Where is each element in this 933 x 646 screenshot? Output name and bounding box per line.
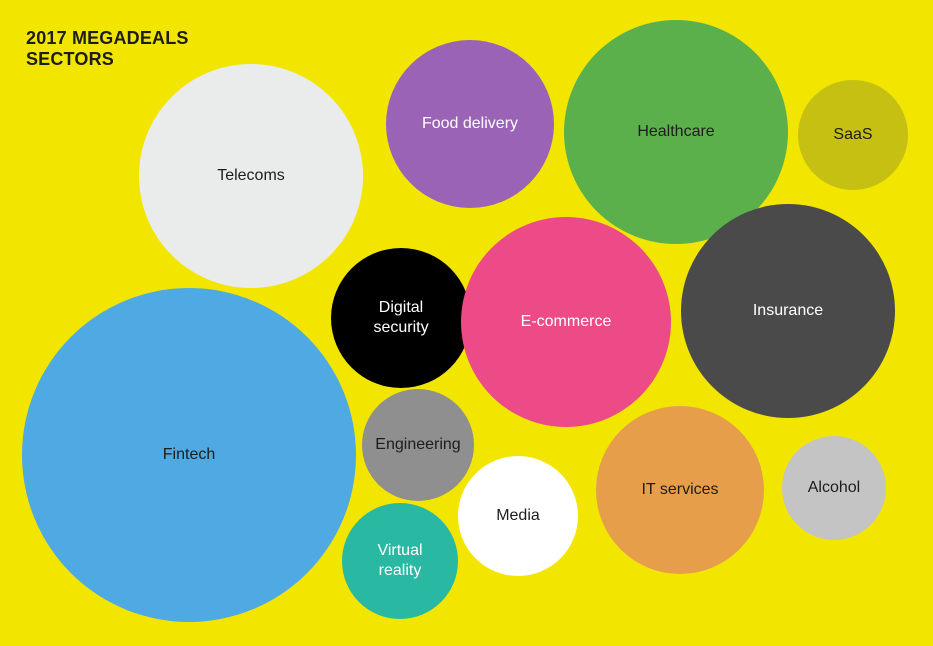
bubble-label-media: Media bbox=[490, 506, 546, 526]
bubble-alcohol: Alcohol bbox=[782, 436, 886, 540]
bubble-label-virtual-reality: Virtual reality bbox=[371, 541, 428, 581]
bubble-label-food-delivery: Food delivery bbox=[416, 114, 524, 134]
bubble-food-delivery: Food delivery bbox=[386, 40, 554, 208]
bubble-digital-security: Digital security bbox=[331, 248, 471, 388]
bubble-telecoms: Telecoms bbox=[139, 64, 363, 288]
bubble-label-healthcare: Healthcare bbox=[631, 122, 720, 142]
chart-stage: 2017 MEGADEALS SECTORS Fintech Telecoms Fo… bbox=[0, 0, 933, 646]
bubble-label-telecoms: Telecoms bbox=[211, 166, 291, 186]
bubble-label-e-commerce: E-commerce bbox=[515, 312, 618, 332]
bubble-insurance: Insurance bbox=[681, 204, 895, 418]
bubble-e-commerce: E-commerce bbox=[461, 217, 671, 427]
bubble-label-insurance: Insurance bbox=[747, 301, 829, 321]
bubble-label-digital-security: Digital security bbox=[367, 298, 434, 338]
bubble-engineering: Engineering bbox=[362, 389, 474, 501]
bubble-label-fintech: Fintech bbox=[157, 445, 221, 465]
bubble-media: Media bbox=[458, 456, 578, 576]
bubble-label-it-services: IT services bbox=[635, 480, 724, 500]
bubble-label-engineering: Engineering bbox=[369, 435, 466, 455]
bubble-label-saas: SaaS bbox=[827, 125, 878, 145]
bubble-fintech: Fintech bbox=[22, 288, 356, 622]
bubble-virtual-reality: Virtual reality bbox=[342, 503, 458, 619]
bubble-saas: SaaS bbox=[798, 80, 908, 190]
chart-title: 2017 MEGADEALS SECTORS bbox=[26, 28, 189, 70]
bubble-it-services: IT services bbox=[596, 406, 764, 574]
bubble-label-alcohol: Alcohol bbox=[802, 478, 866, 498]
